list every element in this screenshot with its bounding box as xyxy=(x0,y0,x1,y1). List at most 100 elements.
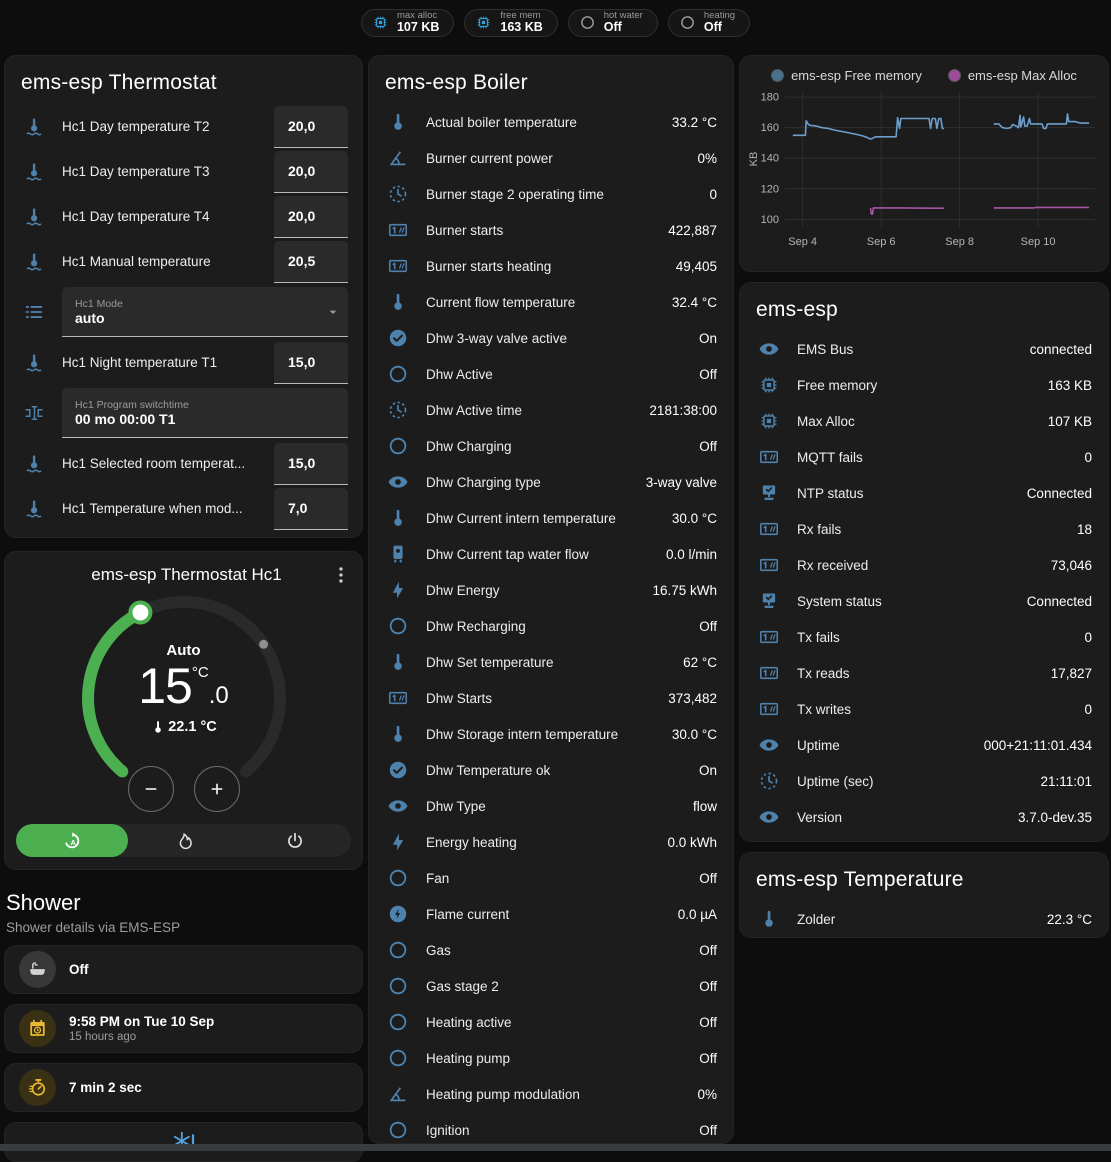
entity-row[interactable]: Gas stage 2 Off xyxy=(369,968,733,1004)
entity-row[interactable]: Fan Off xyxy=(369,860,733,896)
left-column: ems-esp Thermostat Hc1 Day temperature T… xyxy=(4,55,363,1162)
field-value: 00 mo 00:00 T1 xyxy=(75,410,176,427)
legend-item[interactable]: ems-esp Free memory xyxy=(771,68,922,83)
memory-history-chart: 100 120 140 160 180 Sep 4 Sep 6 Sep 8 Sep 10 KB xyxy=(748,91,1095,248)
entity-row[interactable]: Heating pump modulation 0% xyxy=(369,1076,733,1112)
hvac-mode-power[interactable] xyxy=(239,824,351,857)
entity-row[interactable]: Version 3.7.0-dev.35 xyxy=(740,799,1108,835)
dots-vertical-icon[interactable] xyxy=(330,564,352,586)
entity-row[interactable]: Rx received 73,046 xyxy=(740,547,1108,583)
entity-row[interactable]: Heating pump Off xyxy=(369,1040,733,1076)
entity-row[interactable]: Dhw 3-way valve active On xyxy=(369,320,733,356)
mode-select[interactable]: Hc1 Mode auto xyxy=(62,287,348,337)
entity-row[interactable]: Dhw Energy 16.75 kWh xyxy=(369,572,733,608)
entity-row[interactable]: Dhw Active Off xyxy=(369,356,733,392)
entity-row[interactable]: Dhw Storage intern temperature 30.0 °C xyxy=(369,716,733,752)
entity-value: 373,482 xyxy=(668,690,717,706)
entity-label: Gas stage 2 xyxy=(426,978,499,994)
number-input[interactable]: 20,0 xyxy=(274,150,348,193)
entity-value: 0% xyxy=(697,1086,717,1102)
number-input[interactable]: 20,0 xyxy=(274,195,348,238)
hvac-mode-fire[interactable] xyxy=(128,824,240,857)
number-input[interactable]: 15,0 xyxy=(274,341,348,384)
entity-row[interactable]: Dhw Starts 373,482 xyxy=(369,680,733,716)
entity-row[interactable]: System status Connected xyxy=(740,583,1108,619)
entity-row[interactable]: Ignition Off xyxy=(369,1112,733,1143)
entity-row[interactable]: Energy heating 0.0 kWh xyxy=(369,824,733,860)
increase-temp-button[interactable] xyxy=(193,766,240,812)
circle-outline-icon xyxy=(387,867,409,889)
text-input[interactable]: Hc1 Program switchtime 00 mo 00:00 T1 xyxy=(62,388,348,438)
entity-row[interactable]: Dhw Charging Off xyxy=(369,428,733,464)
badge-value: 107 KB xyxy=(396,19,440,34)
entity-value: Off xyxy=(699,618,717,634)
boiler-card: ems-esp Boiler Actual boiler temperature… xyxy=(368,55,734,1144)
entity-row[interactable]: EMS Bus connected xyxy=(740,331,1108,367)
entity-row[interactable]: Burner starts 422,887 xyxy=(369,212,733,248)
entity-row[interactable]: Actual boiler temperature 33.2 °C xyxy=(369,104,733,140)
entity-row[interactable]: Tx reads 17,827 xyxy=(740,655,1108,691)
counter-icon xyxy=(758,662,780,684)
progress-clock-icon xyxy=(387,183,409,205)
legend-item[interactable]: ems-esp Max Alloc xyxy=(947,68,1077,83)
number-input[interactable]: 7,0 xyxy=(274,487,348,530)
entity-row[interactable]: Dhw Recharging Off xyxy=(369,608,733,644)
entity-row[interactable]: Uptime (sec) 21:11:01 xyxy=(740,763,1108,799)
badge-heating[interactable]: heating Off xyxy=(667,8,751,37)
boiler-card-title: ems-esp Boiler xyxy=(385,71,528,94)
circle-outline-icon xyxy=(387,363,409,385)
entity-row[interactable]: Max Alloc 107 KB xyxy=(740,403,1108,439)
entity-row[interactable]: NTP status Connected xyxy=(740,475,1108,511)
badge-label: heating xyxy=(703,9,736,21)
entity-row[interactable]: Tx writes 0 xyxy=(740,691,1108,727)
decrease-temp-button[interactable] xyxy=(127,766,174,812)
shower-card[interactable]: 9:58 PM on Tue 10 Sep 15 hours ago xyxy=(4,1004,363,1053)
current-temp-marker xyxy=(258,639,268,649)
number-input[interactable]: 15,0 xyxy=(274,442,348,485)
entity-row[interactable]: Dhw Current intern temperature 30.0 °C xyxy=(369,500,733,536)
entity-row[interactable]: Rx fails 18 xyxy=(740,511,1108,547)
badge-max-alloc[interactable]: max alloc 107 KB xyxy=(360,8,455,37)
shower-alert-card[interactable] xyxy=(4,1122,363,1162)
entity-row[interactable]: Uptime 000+21:11:01.434 xyxy=(740,727,1108,763)
shower-card[interactable]: Off xyxy=(4,945,363,994)
entity-row[interactable]: Dhw Set temperature 62 °C xyxy=(369,644,733,680)
entity-row[interactable]: Dhw Temperature ok On xyxy=(369,752,733,788)
entity-label: Burner starts heating xyxy=(426,258,552,274)
badge-label: free mem xyxy=(500,9,541,21)
entity-label: Ignition xyxy=(426,1122,470,1138)
entity-row[interactable]: Zolder 22.3 °C xyxy=(740,901,1108,937)
entity-row[interactable]: Burner starts heating 49,405 xyxy=(369,248,733,284)
entity-value: 000+21:11:01.434 xyxy=(983,737,1092,753)
entity-row[interactable]: Free memory 163 KB xyxy=(740,367,1108,403)
entity-row[interactable]: Gas Off xyxy=(369,932,733,968)
entity-row[interactable]: Heating active Off xyxy=(369,1004,733,1040)
badge-hot-water[interactable]: hot water Off xyxy=(567,8,658,37)
entity-row[interactable]: Dhw Active time 2181:38:00 xyxy=(369,392,733,428)
hvac-mode-auto-mode[interactable]: A xyxy=(16,824,128,857)
legend-dot xyxy=(947,69,961,82)
entity-value: 3-way valve xyxy=(645,474,717,490)
thermostat-dial[interactable]: Auto 15°C.0 22.1 °C xyxy=(34,590,334,790)
number-input[interactable]: 20,5 xyxy=(274,240,348,283)
entity-row[interactable]: Flame current 0.0 µA xyxy=(369,896,733,932)
entity-row[interactable]: MQTT fails 0 xyxy=(740,439,1108,475)
entity-row[interactable]: Tx fails 0 xyxy=(740,619,1108,655)
entity-row[interactable]: Dhw Type flow xyxy=(369,788,733,824)
entity-row[interactable]: Burner current power 0% xyxy=(369,140,733,176)
entity-label: Hc1 Manual temperature xyxy=(62,254,211,269)
target-temp-handle[interactable] xyxy=(127,600,152,625)
check-circle-icon xyxy=(387,327,409,349)
entity-row[interactable]: Dhw Current tap water flow 0.0 l/min xyxy=(369,536,733,572)
shower-card[interactable]: 7 min 2 sec xyxy=(4,1063,363,1112)
entity-row[interactable]: Burner stage 2 operating time 0 xyxy=(369,176,733,212)
entity-label: Max Alloc xyxy=(797,413,855,429)
memory-chart-card: ems-esp Free memory ems-esp Max Alloc 100… xyxy=(739,55,1109,272)
entity-row[interactable]: Dhw Charging type 3-way valve xyxy=(369,464,733,500)
entity-row[interactable]: Current flow temperature 32.4 °C xyxy=(369,284,733,320)
target-temperature: 15°C.0 xyxy=(138,658,229,714)
thermometer-water-icon xyxy=(23,498,45,520)
thermometer-icon xyxy=(387,111,409,133)
number-input[interactable]: 20,0 xyxy=(274,105,348,148)
badge-free-mem[interactable]: free mem 163 KB xyxy=(464,8,558,37)
